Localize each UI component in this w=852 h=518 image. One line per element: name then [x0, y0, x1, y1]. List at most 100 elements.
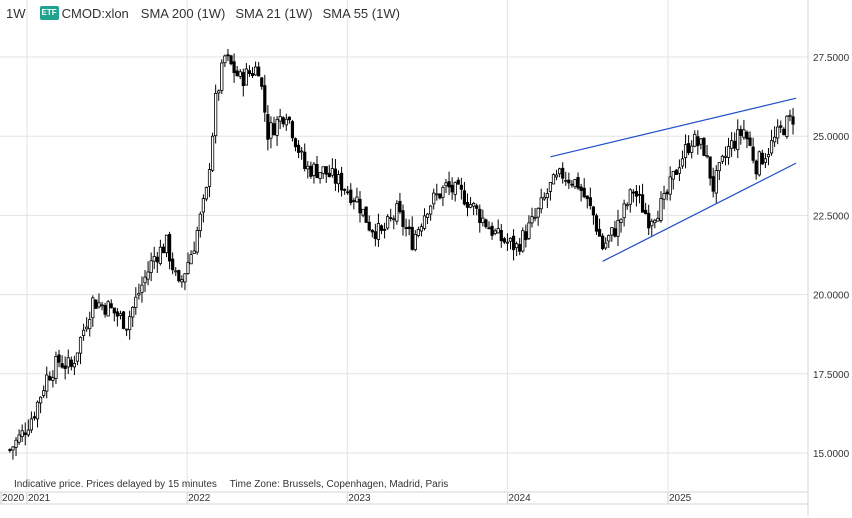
candle-up — [757, 151, 761, 176]
candle-down — [293, 138, 298, 148]
trendline-upper[interactable] — [550, 97, 797, 158]
candle-up — [45, 374, 49, 392]
candle-up — [131, 306, 135, 318]
candle-down — [339, 172, 344, 191]
indicator-sma-21[interactable]: SMA 21 (1W) — [235, 5, 313, 21]
candle-down — [263, 85, 267, 113]
candle-up — [11, 446, 15, 451]
candle-up — [554, 174, 559, 178]
candle-up — [662, 193, 666, 200]
candle-up — [425, 213, 430, 218]
candle-up — [180, 279, 184, 283]
candle-up — [137, 293, 141, 296]
candle-up — [668, 176, 672, 195]
candle-up — [336, 174, 341, 185]
candle-down — [674, 169, 678, 175]
candle-up — [619, 218, 623, 223]
candle-down — [315, 163, 319, 178]
candle-down — [570, 183, 574, 186]
candle-down — [518, 244, 522, 252]
candle-up — [521, 230, 525, 252]
candle-up — [536, 207, 540, 218]
candle-down — [60, 363, 64, 368]
candle-up — [355, 196, 359, 203]
interval-selector[interactable]: 1W — [6, 5, 26, 21]
candle-up — [134, 296, 138, 308]
candle-down — [462, 190, 467, 205]
candle-up — [174, 270, 178, 273]
candle-up — [705, 155, 709, 158]
candle-down — [232, 61, 236, 74]
candle-up — [207, 169, 212, 187]
candle-up — [395, 203, 399, 222]
candle-up — [201, 198, 205, 213]
candle-up — [776, 126, 780, 139]
candle-down — [303, 151, 307, 169]
candle-up — [690, 145, 694, 153]
delay-note: Indicative price. Prices delayed by 15 m… — [14, 479, 217, 490]
candle-up — [17, 434, 21, 443]
candle-up — [441, 187, 445, 198]
candle-up — [20, 430, 24, 437]
candle-up — [284, 118, 288, 126]
candle-down — [499, 230, 503, 242]
candle-up — [656, 217, 660, 222]
candle-down — [582, 187, 586, 198]
candle-up — [376, 223, 381, 240]
candle-up — [530, 216, 534, 224]
candle-down — [631, 191, 635, 194]
candle-down — [490, 225, 494, 236]
symbol-label[interactable]: CMOD:xlon — [61, 5, 129, 21]
candle-up — [204, 187, 209, 200]
candle-down — [459, 184, 463, 190]
candle-up — [91, 297, 95, 319]
candle-up — [318, 172, 322, 179]
footer-note: Indicative price. Prices delayed by 15 m… — [14, 479, 448, 490]
candle-down — [389, 217, 393, 220]
candle-up — [26, 429, 30, 436]
candle-up — [118, 313, 123, 316]
candle-down — [711, 176, 715, 192]
candle-up — [75, 352, 80, 362]
candle-down — [94, 299, 98, 309]
candle-up — [539, 197, 543, 210]
candle-down — [8, 449, 12, 451]
candle-down — [438, 193, 442, 199]
candle-up — [683, 144, 688, 159]
candle-up — [693, 133, 697, 147]
x-tick-label: 2021 — [28, 493, 51, 504]
candle-up — [573, 179, 577, 188]
candle-down — [647, 212, 651, 229]
candle-down — [103, 305, 107, 315]
candle-down — [634, 191, 639, 197]
candle-up — [607, 235, 611, 242]
candle-up — [505, 241, 510, 244]
candle-down — [687, 143, 691, 154]
trendline-lower[interactable] — [602, 162, 797, 262]
candle-down — [484, 219, 488, 228]
candle-up — [788, 114, 792, 117]
candle-up — [85, 326, 89, 330]
candle-down — [524, 231, 528, 241]
candle-down — [665, 191, 669, 195]
candle-down — [447, 181, 451, 188]
indicator-sma-200[interactable]: SMA 200 (1W) — [140, 5, 226, 21]
indicator-sma-55[interactable]: SMA 55 (1W) — [322, 5, 400, 21]
candle-up — [680, 158, 685, 167]
candle-up — [773, 136, 777, 143]
candle-up — [493, 230, 497, 234]
candle-down — [465, 202, 470, 208]
candle-up — [238, 71, 242, 77]
candle-up — [386, 216, 390, 229]
candle-down — [167, 234, 172, 262]
candle-down — [748, 137, 752, 146]
candle-down — [401, 210, 405, 227]
candle-up — [736, 129, 740, 151]
candle-up — [186, 262, 190, 274]
candle-up — [392, 218, 396, 221]
candle-up — [158, 246, 162, 264]
candle-up — [558, 168, 562, 175]
candle-up — [51, 377, 55, 381]
candle-down — [579, 186, 583, 191]
